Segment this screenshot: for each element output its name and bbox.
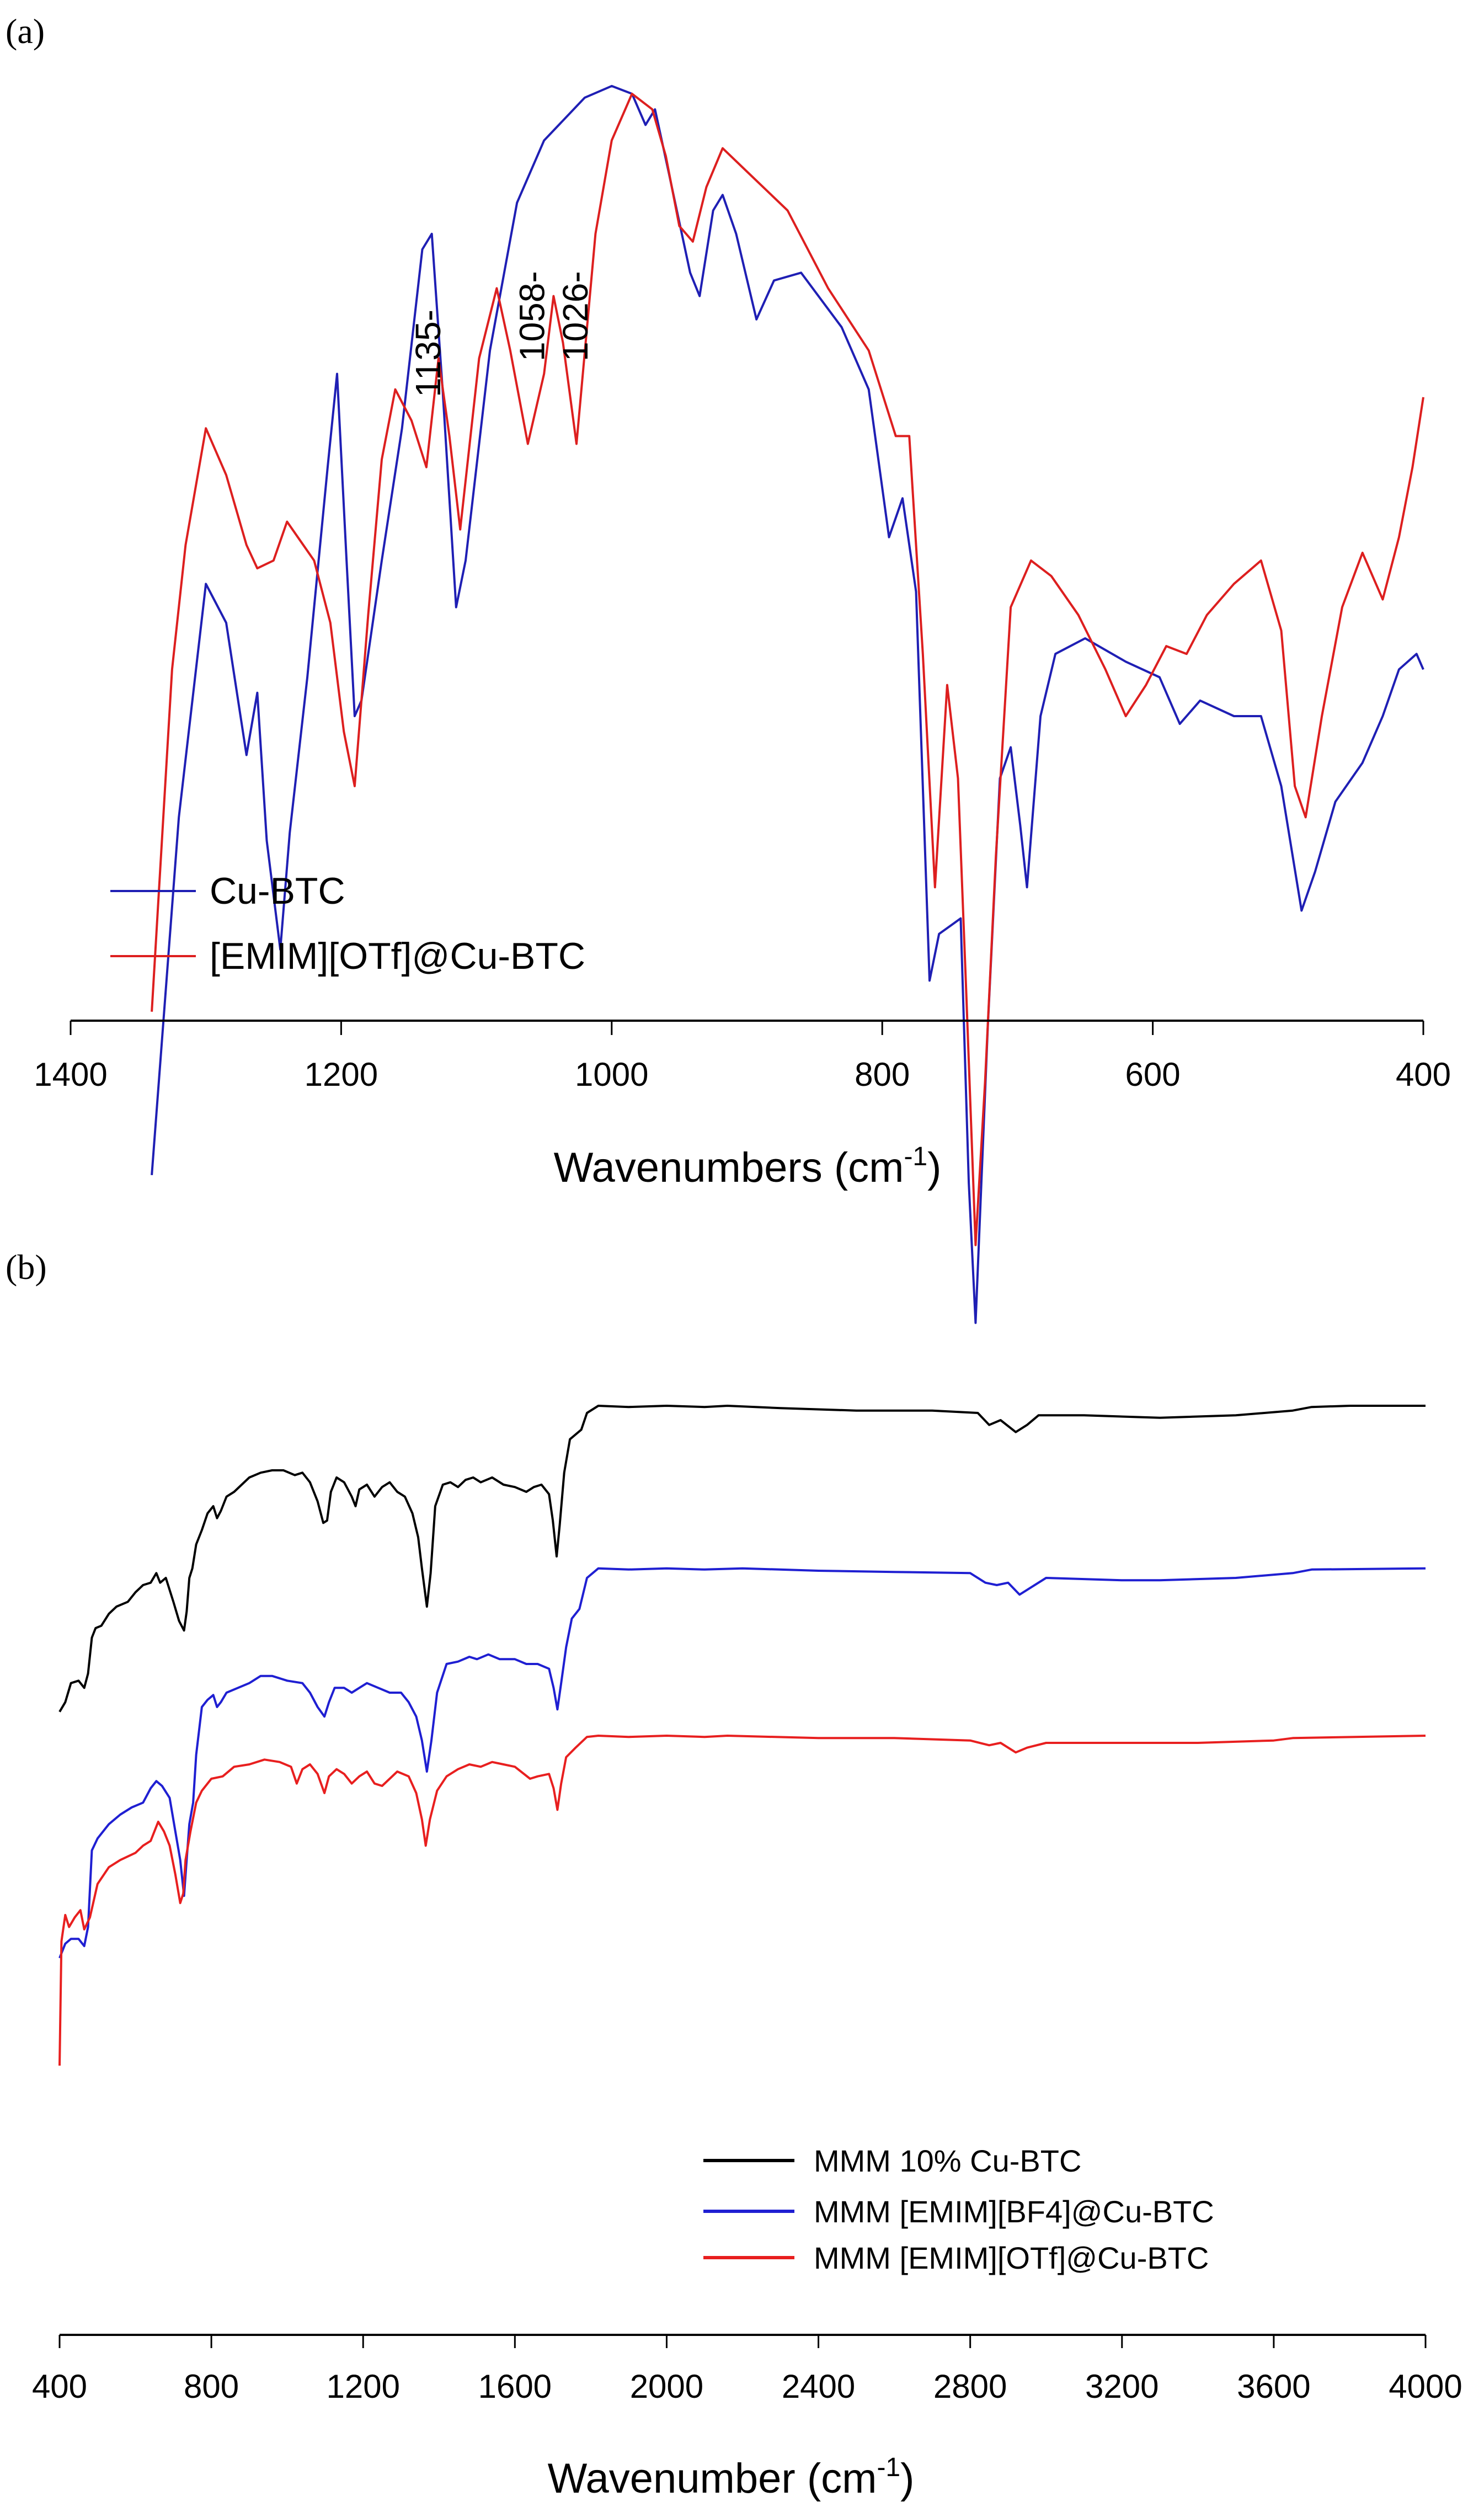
x-tick-label: 2800 (933, 2368, 1007, 2405)
annotation-1058: 1058- (513, 271, 552, 361)
x-tick-label: 400 (1396, 1056, 1451, 1093)
panel-a-label: (a) (6, 12, 45, 51)
panel-a-x-axis-title: Wavenumbers (cm-1) (554, 1142, 942, 1191)
series-line-mmm-10-cu-btc (58, 1405, 1426, 1713)
legend-label-mmm-10-cu-btc: MMM 10% Cu-BTC (814, 2143, 1081, 2178)
legend-label-cu-btc: Cu-BTC (210, 870, 345, 912)
x-tick-label: 4000 (1389, 2368, 1462, 2405)
annotation-1135: 1135- (408, 310, 448, 397)
panel-b-label: (b) (6, 1247, 47, 1287)
x-tick-label: 1200 (326, 2368, 399, 2405)
legend-label-mmm-bf4: MMM [EMIM][BF4]@Cu-BTC (814, 2194, 1214, 2229)
panel-b-x-axis-title: Wavenumber (cm-1) (548, 2453, 915, 2502)
panel-b-series (58, 1405, 1426, 2066)
panel-b-x-ticks: 400 800 1200 1600 2000 2400 2800 3200 3600 4000 (32, 2335, 1462, 2405)
x-tick-label: 3200 (1085, 2368, 1159, 2405)
x-tick-label: 800 (855, 1056, 910, 1093)
panel-a: (a) 1135- 1058- 1026- Cu-BTC [EMIM][OTf]… (6, 12, 1451, 1324)
x-tick-label: 2400 (782, 2368, 855, 2405)
x-tick-label: 1200 (305, 1056, 378, 1093)
panel-a-annotations: 1135- 1058- 1026- (408, 271, 595, 397)
x-tick-label: 800 (184, 2368, 239, 2405)
panel-a-x-ticks: 1400 1200 1000 800 600 400 (34, 1021, 1451, 1093)
series-line-cu-btc (151, 84, 1424, 1324)
panel-b: (b) MMM 10% Cu-BTC MMM [EMIM][BF4]@Cu-BT… (6, 1247, 1462, 2502)
x-tick-label: 2000 (630, 2368, 703, 2405)
x-tick-label: 400 (32, 2368, 87, 2405)
x-tick-label: 1600 (478, 2368, 552, 2405)
legend-label-mmm-otf: MMM [EMIM][OTf]@Cu-BTC (814, 2241, 1209, 2275)
x-tick-label: 600 (1125, 1056, 1181, 1093)
series-line-emim-otf-cu-btc (151, 93, 1424, 1246)
annotation-1026: 1026- (556, 271, 595, 361)
x-tick-label: 3600 (1237, 2368, 1310, 2405)
series-line-mmm-emim-bf4-cu-btc (58, 1567, 1426, 1959)
panel-b-legend: MMM 10% Cu-BTC MMM [EMIM][BF4]@Cu-BTC MM… (703, 2143, 1214, 2275)
x-tick-label: 1400 (34, 1056, 107, 1093)
series-line-mmm-emim-otf-cu-btc (58, 1735, 1426, 2066)
legend-label-emim-otf: [EMIM][OTf]@Cu-BTC (210, 935, 585, 977)
x-tick-label: 1000 (575, 1056, 648, 1093)
panel-a-series (151, 84, 1424, 1324)
panel-a-legend: Cu-BTC [EMIM][OTf]@Cu-BTC (110, 870, 585, 977)
